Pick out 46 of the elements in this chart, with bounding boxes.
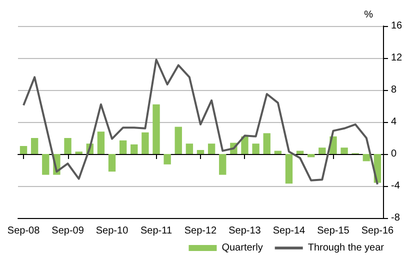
bar bbox=[20, 146, 28, 154]
bar bbox=[164, 154, 171, 164]
y-tick-label: -4 bbox=[391, 180, 400, 192]
legend-label: Through the year bbox=[308, 242, 385, 254]
bar bbox=[219, 154, 226, 175]
bar bbox=[362, 154, 370, 162]
bar bbox=[186, 144, 194, 154]
bar bbox=[274, 150, 282, 154]
bar bbox=[340, 148, 348, 154]
y-tick-label: 0 bbox=[391, 148, 397, 160]
x-tick-label: Sep-11 bbox=[140, 226, 172, 236]
bar bbox=[196, 150, 204, 154]
x-tick-label: Sep-10 bbox=[96, 226, 129, 236]
y-tick-label: 12 bbox=[391, 52, 403, 64]
bar bbox=[208, 144, 216, 154]
x-tick-label: Sep-13 bbox=[228, 226, 262, 236]
y-tick-label: -8 bbox=[391, 212, 400, 224]
bar bbox=[119, 140, 127, 154]
bar bbox=[42, 154, 50, 175]
legend-label: Quarterly bbox=[222, 242, 263, 254]
x-tick-label: Sep-14 bbox=[272, 226, 306, 236]
bar bbox=[30, 138, 38, 154]
bar bbox=[263, 133, 270, 154]
bar bbox=[308, 154, 315, 158]
bar bbox=[108, 154, 116, 172]
bar bbox=[142, 132, 149, 154]
x-tick-label: Sep-12 bbox=[184, 226, 218, 236]
line-series bbox=[22, 58, 378, 186]
bar bbox=[252, 144, 260, 154]
bar bbox=[64, 138, 72, 154]
bar bbox=[152, 104, 160, 154]
bar bbox=[296, 150, 304, 154]
y-axis-title: % bbox=[364, 10, 374, 20]
x-tick-label: Sep-15 bbox=[317, 226, 350, 236]
y-tick-label: 4 bbox=[391, 116, 397, 128]
bar bbox=[130, 144, 138, 154]
x-tick-label: Sep-16 bbox=[361, 226, 394, 236]
x-tick-label: Sep-08 bbox=[7, 226, 40, 236]
bar bbox=[174, 126, 182, 154]
y-tick-label: 8 bbox=[391, 84, 397, 96]
bar bbox=[285, 154, 293, 184]
y-tick-label: 16 bbox=[391, 20, 403, 32]
x-tick-label: Sep-09 bbox=[52, 226, 84, 236]
bar bbox=[318, 148, 326, 154]
bar bbox=[97, 132, 105, 154]
bar bbox=[241, 136, 248, 154]
